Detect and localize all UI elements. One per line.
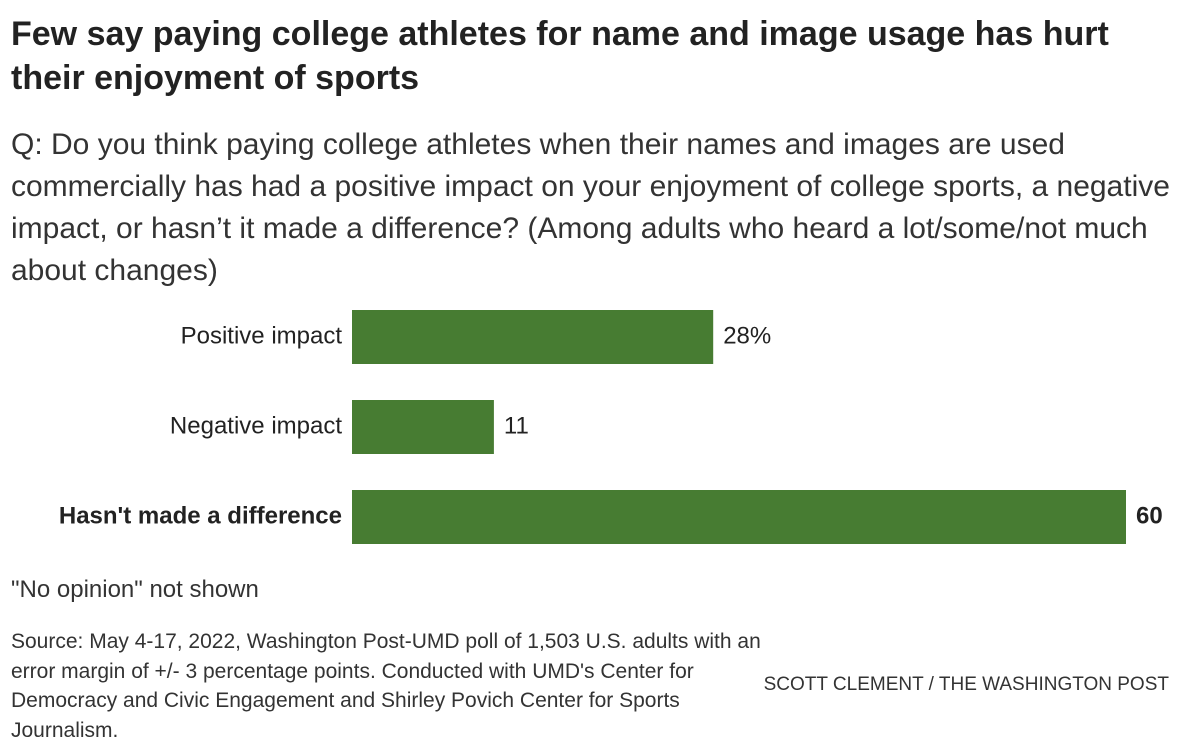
bar (352, 400, 494, 454)
category-label: Negative impact (170, 412, 342, 439)
source: Source: May 4-17, 2022, Washington Post-… (11, 630, 761, 742)
value-label: 28% (723, 322, 771, 349)
chart: Positive impact 28% Negative impact 11 Hasn'… (59, 310, 1163, 544)
chart-title: Few say paying college athletes for name… (11, 15, 1109, 97)
chart-subtitle: Q: Do you think paying college athletes … (11, 128, 1170, 287)
value-label: 60 (1136, 502, 1163, 529)
category-label: Hasn't made a difference (59, 502, 342, 529)
bar (352, 310, 714, 364)
value-label: 11 (504, 412, 529, 439)
note: "No opinion" not shown (11, 576, 259, 603)
bar (352, 490, 1126, 544)
category-label: Positive impact (181, 322, 343, 349)
credit: SCOTT CLEMENT / THE WASHINGTON POST (763, 674, 1169, 695)
